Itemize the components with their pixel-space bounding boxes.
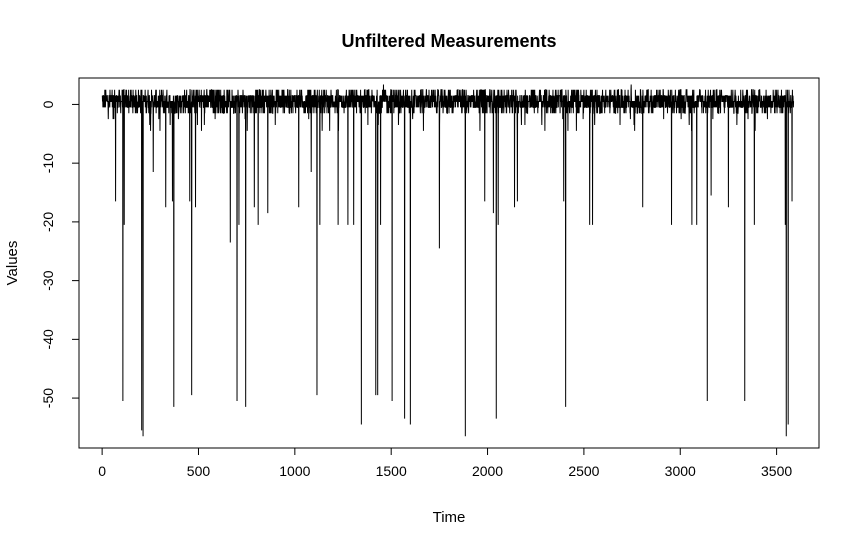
y-tick-label: -10 [40,153,56,173]
y-axis-label: Values [4,241,21,286]
x-tick-label: 1000 [279,463,310,479]
y-tick-label: -20 [40,212,56,232]
chart-title: Unfiltered Measurements [341,31,556,51]
series-layer [101,84,795,437]
x-axis-label: Time [433,509,466,526]
y-tick-label: -40 [40,329,56,349]
x-tick-label: 2500 [568,463,599,479]
y-tick-label: 0 [40,100,56,108]
x-axis: 0 500 1000 1500 2000 2500 3000 3500 [98,447,792,479]
x-tick-label: 2000 [472,463,503,479]
y-axis: 0 -10 -20 -30 -40 -50 [40,100,80,408]
x-tick-label: 1500 [376,463,407,479]
x-tick-label: 0 [98,463,106,479]
y-tick-label: -30 [40,270,56,290]
x-tick-label: 500 [187,463,211,479]
series-line [101,84,795,437]
y-tick-label: -50 [40,388,56,408]
x-tick-label: 3500 [761,463,792,479]
x-tick-label: 3000 [665,463,696,479]
